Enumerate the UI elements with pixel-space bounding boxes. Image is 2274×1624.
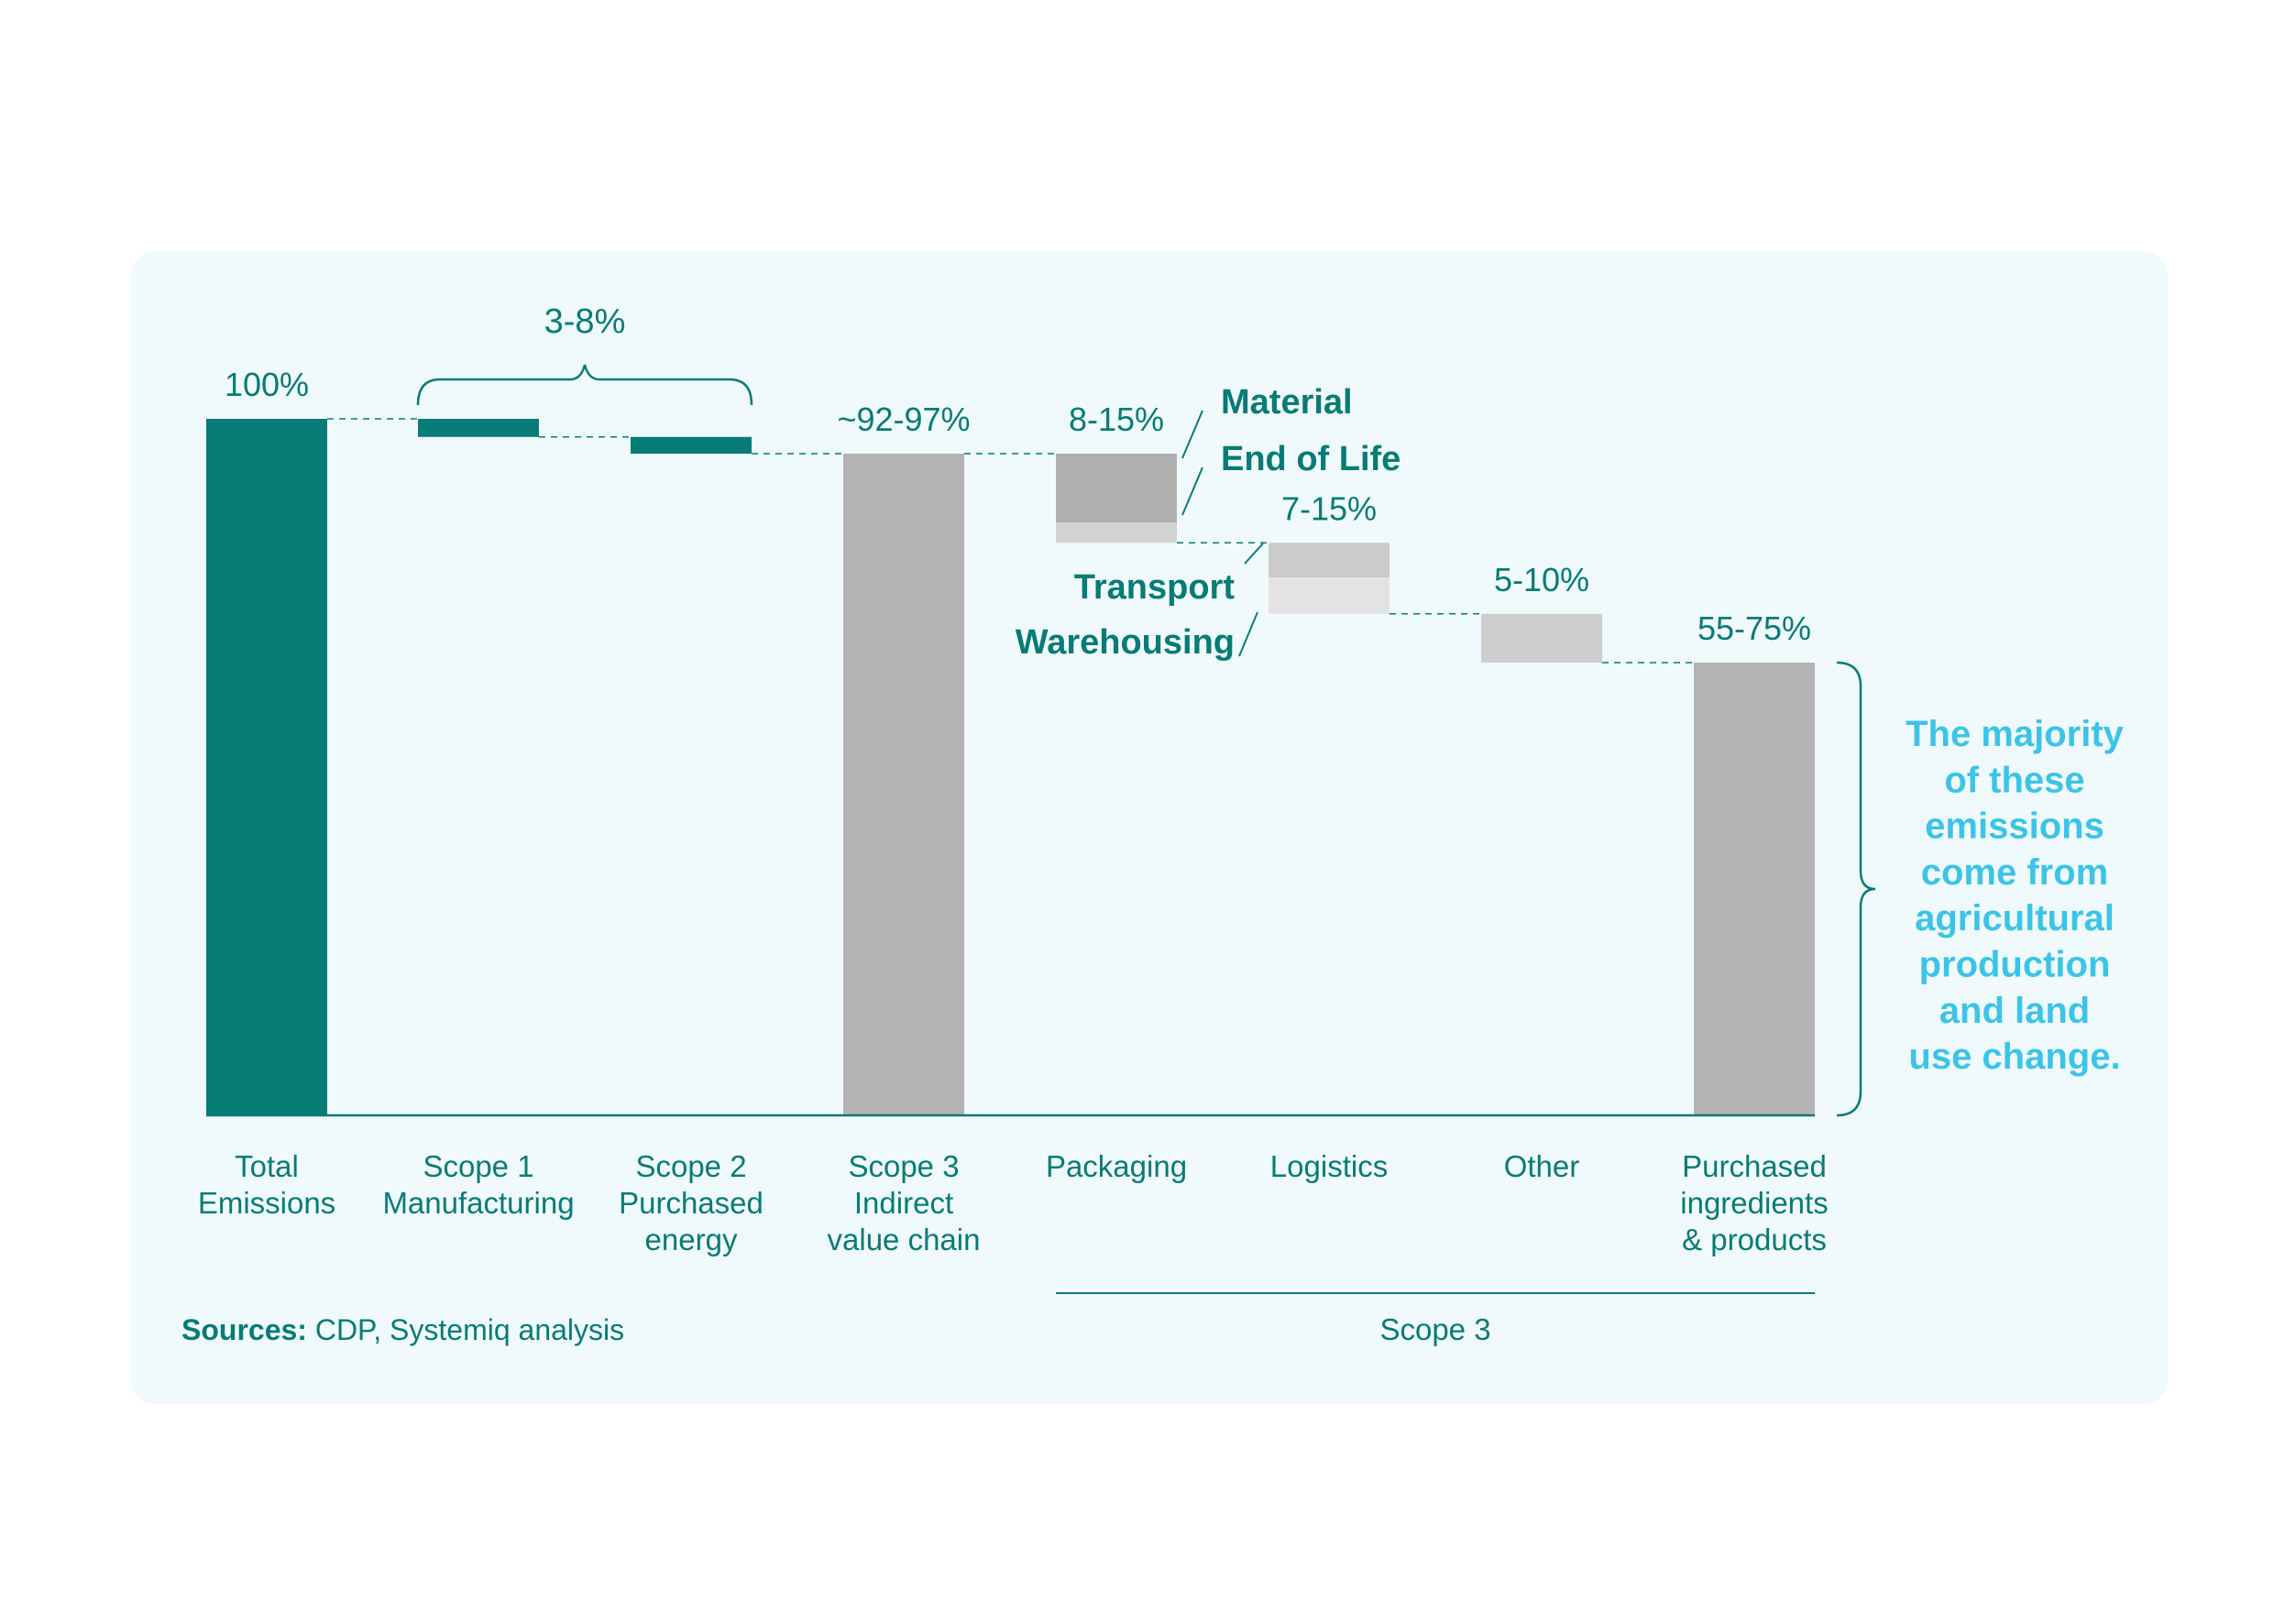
value-label-8: 55-75% xyxy=(1697,609,1811,647)
bar-7 xyxy=(1481,613,1602,663)
category-label-3-line-3: energy xyxy=(645,1223,738,1256)
transport-leader-line xyxy=(1244,543,1264,565)
callout-line-1: The majority xyxy=(1906,714,2125,754)
category-label-5-line-1: Packaging xyxy=(1046,1149,1187,1183)
bar-2 xyxy=(418,419,539,437)
category-label-7-line-1: Other xyxy=(1504,1149,1580,1183)
value-label-5: 8-15% xyxy=(1069,401,1164,438)
category-label-3-line-2: Purchased xyxy=(619,1186,763,1220)
bar-4 xyxy=(843,454,964,1115)
bar-1 xyxy=(206,419,327,1115)
chart-panel xyxy=(131,251,2168,1404)
category-label-8-line-1: Purchased xyxy=(1682,1149,1827,1183)
bar-5-segment-2 xyxy=(1056,522,1177,543)
category-label-8-line-2: ingredients xyxy=(1680,1186,1828,1220)
end-of-life-leader-line xyxy=(1181,466,1203,516)
callout-brace xyxy=(1836,661,1876,1117)
scope3-group-label: Scope 3 xyxy=(1379,1312,1490,1346)
category-label-8-line-3: & products xyxy=(1682,1223,1827,1256)
warehousing-leader-line xyxy=(1238,611,1258,657)
bar-5-segment-1 xyxy=(1056,454,1177,523)
scope12-bracket xyxy=(416,364,753,406)
callout-line-6: production xyxy=(1919,945,2111,985)
category-label-4-line-3: value chain xyxy=(828,1223,981,1256)
value-label-6: 7-15% xyxy=(1281,489,1377,527)
warehousing-label: Warehousing xyxy=(1016,623,1235,662)
sources-label: Sources: xyxy=(181,1313,307,1346)
sources-text: CDP, Systemiq analysis xyxy=(307,1313,624,1346)
bar-8 xyxy=(1694,663,1815,1115)
category-label-2-line-1: Scope 1 xyxy=(423,1149,533,1183)
value-label-4: ~92-97% xyxy=(837,401,970,438)
value-label-1: 100% xyxy=(225,366,309,403)
category-label-4-line-1: Scope 3 xyxy=(848,1149,959,1183)
category-label-1-line-1: Total xyxy=(235,1149,299,1183)
bar-6-segment-2 xyxy=(1269,577,1390,614)
category-label-2-line-2: Manufacturing xyxy=(382,1186,574,1220)
callout-line-4: come from xyxy=(1921,852,2109,893)
category-label-3-line-1: Scope 2 xyxy=(635,1149,746,1183)
callout-line-2: of these xyxy=(1944,760,2084,800)
bar-6-segment-1 xyxy=(1269,543,1390,578)
end-of-life-label: End of Life xyxy=(1221,440,1401,478)
material-label: Material xyxy=(1221,383,1353,422)
sources-note: Sources: CDP, Systemiq analysis xyxy=(181,1313,624,1346)
bar-3 xyxy=(631,436,752,454)
category-label-1-line-2: Emissions xyxy=(198,1186,335,1220)
transport-label: Transport xyxy=(1074,568,1236,607)
callout-line-7: and land xyxy=(1939,991,2090,1031)
material-leader-line xyxy=(1181,410,1203,459)
callout-line-8: use change. xyxy=(1908,1037,2120,1077)
category-label-4-line-2: Indirect xyxy=(854,1186,953,1220)
value-label-7: 5-10% xyxy=(1494,561,1589,598)
callout-line-5: agricultural xyxy=(1915,898,2115,938)
category-label-6-line-1: Logistics xyxy=(1270,1149,1388,1183)
scope12-bracket-label: 3-8% xyxy=(544,302,626,341)
callout-line-3: emissions xyxy=(1925,807,2104,847)
